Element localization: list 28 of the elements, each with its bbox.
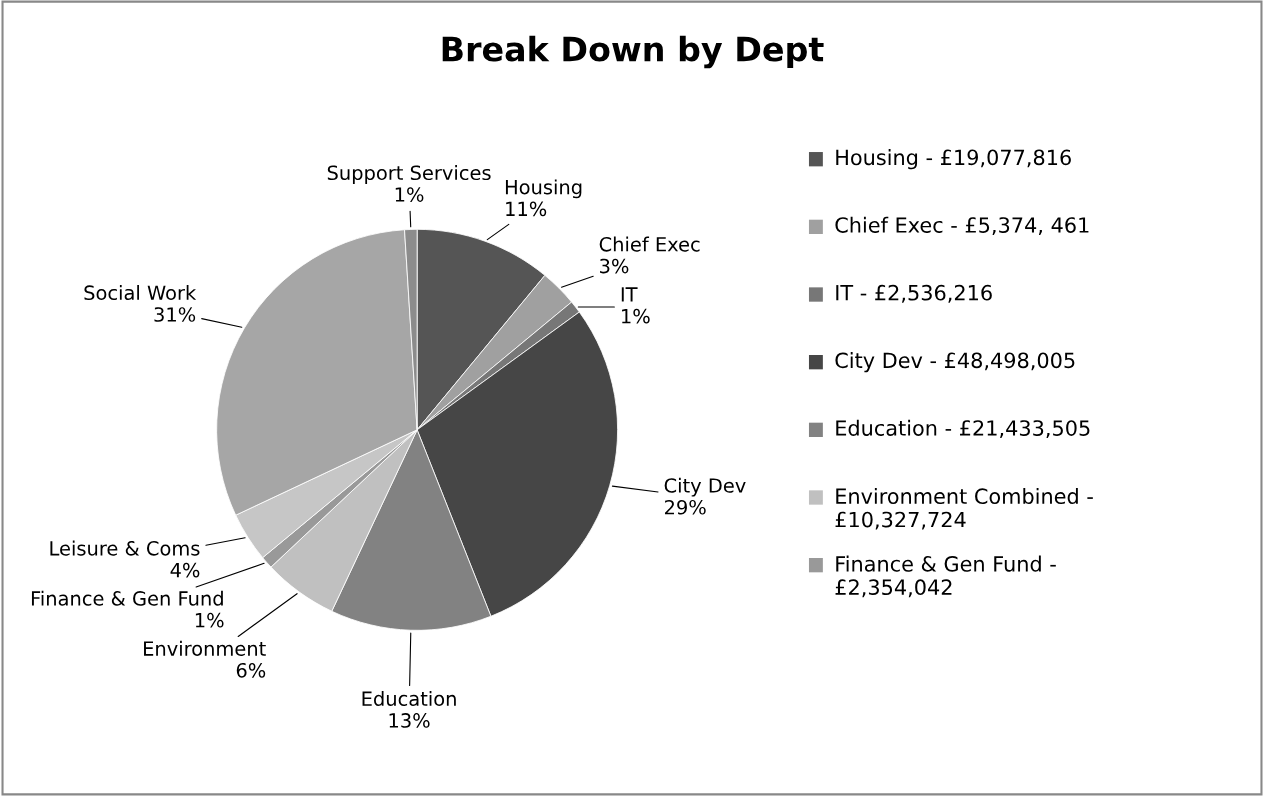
slice-label: Environment <box>144 640 266 656</box>
data-label: 31% <box>154 307 196 322</box>
data-label: 13% <box>389 713 430 728</box>
slice-label: Support Services <box>327 165 491 184</box>
text: City Dev - £48,498,005 <box>835 352 1075 373</box>
data-label: 1% <box>195 612 224 628</box>
chart-title: Break Down by Dept <box>442 35 824 69</box>
slice-label: Social Work <box>84 285 197 301</box>
data-label: 6% <box>236 662 266 678</box>
data-label: 29% <box>664 499 706 515</box>
text: Housing - £19,077,816 <box>836 149 1071 170</box>
text: IT - £2,536,216 <box>836 284 992 303</box>
slice-label: Housing <box>505 179 582 199</box>
data-label: 1% <box>622 308 650 324</box>
data-label: 1% <box>395 187 424 202</box>
text: Finance & Gen Fund - £2,354,042 <box>835 555 1056 598</box>
text: Chief Exec - £5,374, 461 <box>835 216 1089 236</box>
data-label: 3% <box>600 258 629 274</box>
slice-label: City Dev <box>664 477 746 497</box>
slice-label: Leisure & Coms <box>50 540 200 556</box>
text: Environment Combined - £10,327,724 <box>835 487 1093 530</box>
data-label: 4% <box>170 562 200 578</box>
slice-label: IT <box>621 287 638 302</box>
slice-label: Education <box>362 690 456 707</box>
text: Education - £21,433,505 <box>836 419 1090 439</box>
slice-label: Chief Exec <box>599 236 700 252</box>
data-label: 11% <box>506 201 547 217</box>
slice-label: Finance & Gen Fund <box>31 590 223 606</box>
